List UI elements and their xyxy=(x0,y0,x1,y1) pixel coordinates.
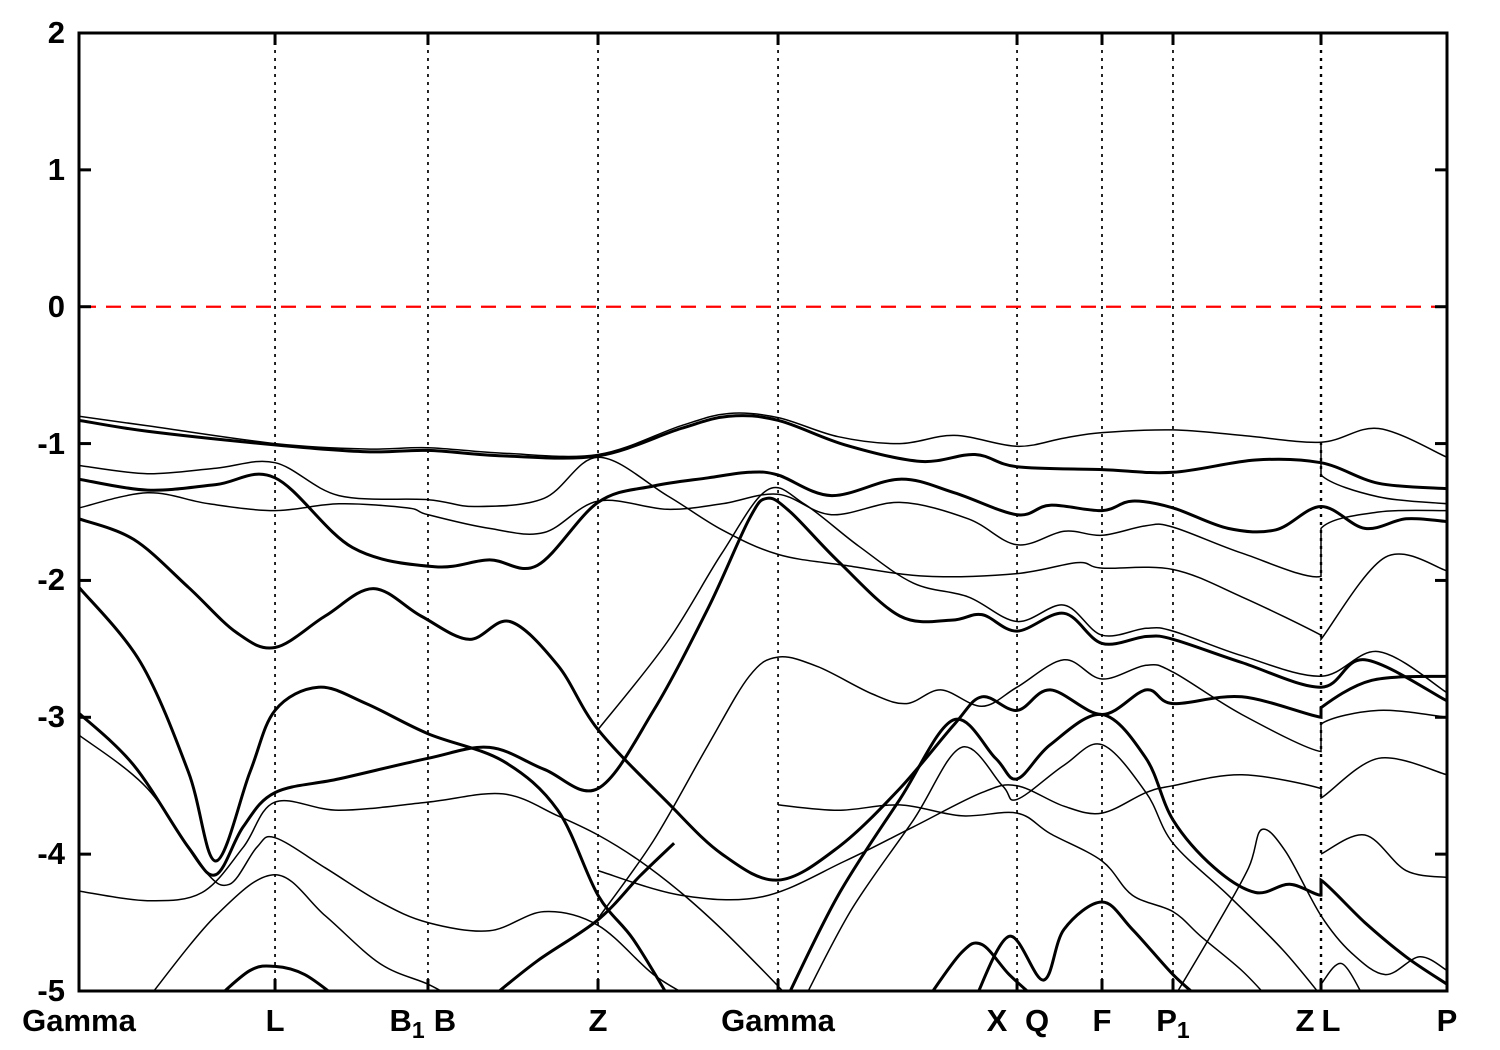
y-axis-tick-label: 0 xyxy=(47,288,65,324)
band-curve xyxy=(79,414,1447,491)
y-axis-tick-label: 1 xyxy=(47,151,65,187)
band-curve xyxy=(79,470,1447,571)
band-curve xyxy=(497,842,676,991)
x-axis-symmetry-label: B xyxy=(433,1003,457,1038)
y-axis-tick-label: -1 xyxy=(37,425,65,461)
band-curve xyxy=(79,492,1447,578)
band-curve xyxy=(977,900,1194,991)
y-axis-tick-label: -2 xyxy=(37,562,65,598)
plot-border xyxy=(77,31,1449,993)
band-curve xyxy=(597,757,1447,901)
x-axis-symmetry-label: P xyxy=(1436,1003,1458,1038)
band-curve xyxy=(79,412,1447,458)
y-axis-tick-label: 2 xyxy=(47,15,65,50)
band-curve xyxy=(79,517,1447,882)
band-curve xyxy=(152,873,443,991)
x-axis-symmetry-label: F xyxy=(1092,1003,1112,1038)
band-curve xyxy=(597,486,1447,731)
band-curve xyxy=(79,496,1447,877)
band-curve xyxy=(222,964,331,991)
band-curve xyxy=(79,792,784,991)
band-curve xyxy=(1320,962,1362,991)
band-curve xyxy=(788,712,1447,991)
x-axis-symmetry-label: Z xyxy=(588,1003,608,1038)
x-axis-symmetry-label: P1 xyxy=(1156,1003,1190,1043)
x-axis-symmetry-label: Gamma xyxy=(22,1003,136,1038)
x-axis-symmetry-label: Z xyxy=(1295,1003,1315,1038)
band-curve xyxy=(807,743,1319,991)
band-curve xyxy=(79,586,667,991)
x-axis-symmetry-label: X xyxy=(986,1003,1008,1038)
x-axis-symmetry-label: Q xyxy=(1024,1003,1050,1038)
band-curve xyxy=(597,656,1447,919)
y-axis-tick-label: -4 xyxy=(37,836,65,872)
band-curve xyxy=(1320,834,1447,879)
x-axis-symmetry-label: Gamma xyxy=(721,1003,835,1038)
x-axis-symmetry-label: L xyxy=(1321,1003,1341,1038)
band-curve xyxy=(777,804,1263,991)
band-curve xyxy=(79,456,1447,642)
y-axis-tick-label: -3 xyxy=(37,699,65,735)
band-curve xyxy=(1177,828,1447,991)
y-axis-tick-label: -5 xyxy=(37,973,65,1008)
x-axis-symmetry-label: B1 xyxy=(389,1003,425,1043)
x-axis-symmetry-label: L xyxy=(265,1003,285,1038)
band-curves xyxy=(79,412,1447,991)
band-curve xyxy=(1320,442,1447,505)
band-curve xyxy=(79,734,682,991)
